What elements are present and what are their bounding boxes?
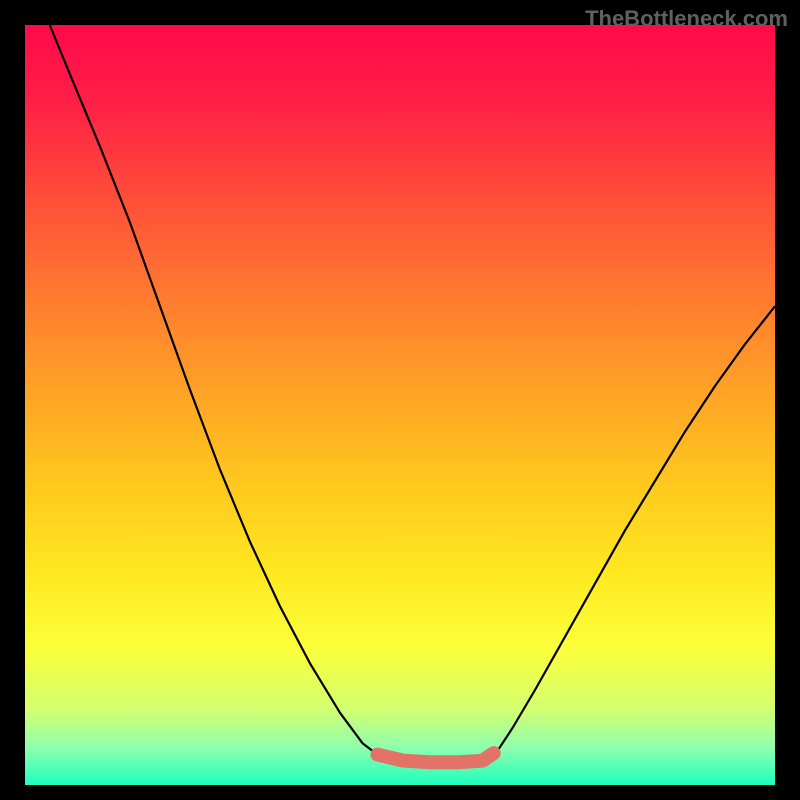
watermark-text: TheBottleneck.com — [585, 6, 788, 32]
plot-background — [25, 25, 775, 785]
chart-svg — [0, 0, 800, 800]
bottleneck-chart: TheBottleneck.com — [0, 0, 800, 800]
